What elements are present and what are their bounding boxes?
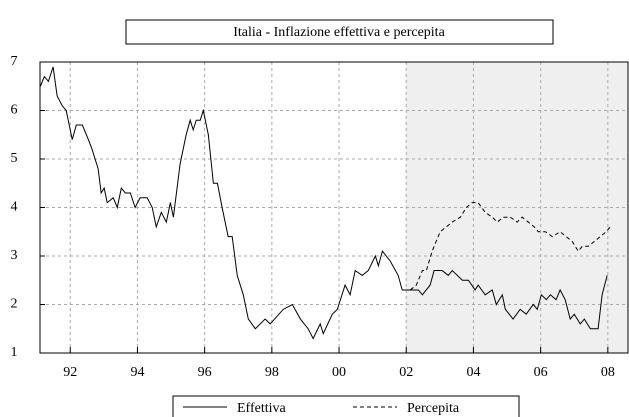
plot-frame: [39, 61, 629, 354]
legend-label: Effettiva: [237, 401, 287, 416]
y-tick-label: 4: [11, 200, 18, 215]
x-tick-label: 02: [399, 365, 413, 380]
y-tick-label: 6: [11, 103, 18, 118]
y-tick-label: 2: [11, 297, 18, 312]
line-series: [409, 202, 611, 291]
x-tick-label: 04: [466, 365, 480, 380]
x-tick-label: 06: [534, 365, 548, 380]
y-tick-label: 3: [11, 248, 18, 263]
x-tick-label: 98: [265, 365, 279, 380]
legend-label: Percepita: [407, 401, 460, 416]
y-tick-label: 7: [11, 54, 18, 69]
legend-box: [172, 395, 520, 417]
x-tick-label: 96: [198, 365, 212, 380]
title-box: [125, 19, 554, 45]
x-tick-label: 92: [63, 365, 77, 380]
x-tick-label: 00: [332, 365, 346, 380]
x-tick-label: 08: [601, 365, 615, 380]
y-tick-label: 1: [11, 345, 18, 360]
line-series: [39, 66, 608, 340]
x-tick-label: 94: [130, 365, 144, 380]
chart-title: Italia - Inflazione effettiva e percepit…: [233, 25, 445, 40]
y-tick-label: 5: [11, 151, 18, 166]
